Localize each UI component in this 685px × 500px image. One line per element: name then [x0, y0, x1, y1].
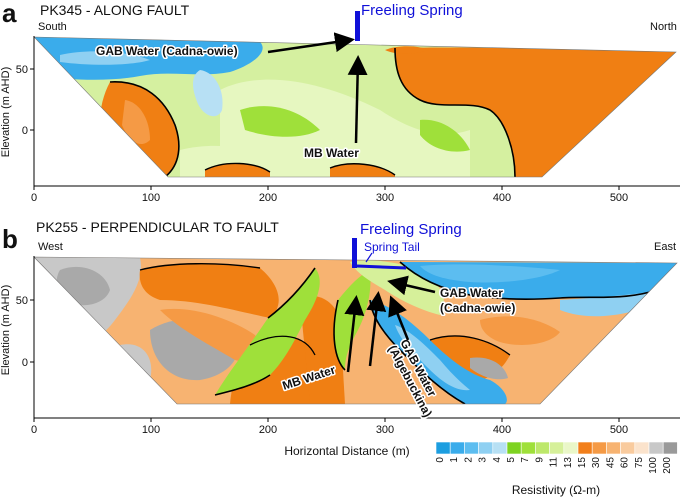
panel-a: a PK345 - ALONG FAULT South North: [0, 0, 680, 204]
legend-tick-label: 75: [634, 457, 645, 469]
panel-a-spring-label: Freeling Spring: [361, 2, 463, 19]
legend-tick-label: 45: [605, 457, 616, 469]
panel-b-xtick-100: 100: [142, 424, 160, 436]
legend-swatch: [478, 441, 494, 455]
panel-a-gab-water-label: GAB Water (Cadna-owie): [96, 44, 238, 58]
legend-swatch: [535, 441, 550, 455]
legend-labels: 0 1 2 3 4 5 7 9 11 13 15 30 45 60 75 100 200: [435, 457, 673, 474]
panel-b-xtick-500: 500: [610, 424, 628, 436]
legend-swatch: [634, 441, 650, 455]
legend-swatch: [435, 441, 451, 455]
panel-a-ytick-50: 50: [16, 64, 28, 76]
legend-tick-label: 60: [620, 457, 631, 469]
legend-swatch: [606, 441, 621, 455]
legend-swatch: [449, 441, 465, 455]
panel-b-ylabel: Elevation (m AHD): [0, 285, 12, 375]
legend-tick-label: 2: [463, 457, 474, 463]
panel-a-xtick-300: 300: [376, 192, 394, 204]
panel-b-ytick-0: 0: [22, 357, 28, 369]
legend-tick-label: 15: [577, 457, 588, 469]
panel-a-xtick-400: 400: [493, 192, 511, 204]
panel-b-title: PK255 - PERPENDICULAR TO FAULT: [36, 219, 279, 235]
legend-tick-label: 100: [648, 457, 659, 474]
legend-swatch: [563, 441, 579, 455]
panel-a-xtick-0: 0: [31, 192, 37, 204]
resistivity-legend: 0 1 2 3 4 5 7 9 11 13 15 30 45 60 75 100 200 Resistivity…: [435, 441, 678, 497]
legend-tick-label: 9: [534, 457, 545, 463]
legend-tick-label: 30: [591, 457, 602, 469]
panel-b-right-direction: East: [654, 241, 676, 253]
panel-b-ytick-50: 50: [16, 295, 28, 307]
panel-b-mb-arrow-1: [344, 295, 365, 373]
panel-b: b PK255 - PERPENDICULAR TO FAULT West Ea…: [0, 219, 680, 458]
legend-swatch: [520, 441, 536, 455]
panel-a-left-direction: South: [38, 21, 67, 33]
legend-swatch: [591, 441, 607, 455]
legend-swatch: [662, 441, 678, 455]
panel-b-spring-marker: [352, 238, 357, 268]
panel-b-spring-tail-pointer: [365, 252, 373, 263]
legend-swatches: [435, 441, 678, 455]
legend-swatch: [506, 441, 522, 455]
legend-title: Resistivity (Ω-m): [512, 483, 600, 497]
panel-a-xticks: 0 100 200 300 400 500: [31, 186, 628, 204]
panel-a-ytick-0: 0: [22, 125, 28, 137]
panel-a-xtick-100: 100: [142, 192, 160, 204]
panel-b-xtick-0: 0: [31, 424, 37, 436]
legend-swatch: [620, 441, 636, 455]
legend-swatch: [648, 441, 664, 455]
panel-a-right-direction: North: [650, 21, 677, 33]
panel-a-gab-arrow: [267, 32, 355, 54]
legend-tick-label: 5: [506, 457, 517, 463]
legend-swatch: [549, 441, 565, 455]
legend-tick-label: 200: [662, 457, 673, 474]
legend-tick-label: 3: [478, 457, 489, 463]
panel-b-resistivity-section: [34, 257, 677, 404]
panel-a-ylabel: Elevation (m AHD): [0, 67, 12, 157]
panel-b-spring-tail-line: [356, 264, 407, 270]
panel-b-gab-cadna-label-1: GAB Water: [440, 286, 503, 300]
legend-tick-label: 4: [492, 457, 503, 463]
panel-b-xticks: 0 100 200 300 400 500: [31, 418, 628, 436]
panel-b-left-direction: West: [38, 241, 63, 253]
legend-swatch: [577, 441, 593, 455]
panel-b-letter: b: [2, 224, 18, 254]
panel-a-xtick-200: 200: [259, 192, 277, 204]
legend-tick-label: 7: [520, 457, 531, 463]
panel-b-xtick-400: 400: [493, 424, 511, 436]
panel-b-gab-cadna-label-2: (Cadna-owie): [440, 301, 515, 315]
panel-a-mb-water-label: MB Water: [304, 146, 359, 160]
panel-b-spring-label: Freeling Spring: [360, 221, 462, 238]
legend-swatch: [464, 441, 479, 455]
panel-b-xtick-200: 200: [259, 424, 277, 436]
panel-a-title: PK345 - ALONG FAULT: [40, 2, 190, 18]
panel-b-gab-cadna-arrow: [387, 275, 436, 296]
legend-swatch: [492, 441, 508, 455]
panel-a-mb-arrow: [347, 55, 368, 144]
panel-b-mb-arrow-2: [366, 291, 387, 367]
legend-tick-label: 11: [549, 457, 560, 468]
panel-b-xtick-300: 300: [376, 424, 394, 436]
panel-b-spring-tail-label: Spring Tail: [364, 240, 420, 254]
legend-tick-label: 1: [449, 457, 460, 463]
panel-a-letter: a: [2, 0, 17, 28]
panel-a-xtick-500: 500: [610, 192, 628, 204]
xlabel: Horizontal Distance (m): [284, 444, 409, 458]
panel-b-gab-alge-arrow: [388, 295, 410, 341]
legend-tick-label: 13: [563, 457, 574, 469]
legend-tick-label: 0: [435, 457, 446, 463]
panel-a-spring-marker: [355, 11, 360, 41]
